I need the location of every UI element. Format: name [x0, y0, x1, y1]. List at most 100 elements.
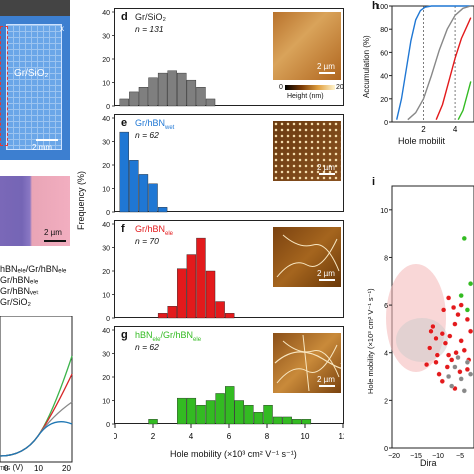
histogram-bars-d: 0 10 20 30 40	[102, 10, 216, 111]
scatter-point	[458, 338, 464, 344]
sample-name-g: hBNele/Gr/hBNele	[135, 330, 201, 343]
sample-name-main: Gr/SiO₂	[135, 12, 166, 22]
transfer-curve	[0, 401, 73, 457]
scatter-point	[461, 235, 467, 241]
scatter-point	[468, 281, 474, 287]
acc-x-tick: 2	[421, 125, 426, 134]
hist-y-tick: 10	[102, 187, 110, 194]
substrate-top-strip	[0, 0, 70, 16]
transfer-curve	[0, 355, 73, 457]
histogram-panel-f: f Gr/hBNele n = 70 2 µm 0 10 20 30 40	[102, 220, 344, 323]
histogram-bar	[167, 70, 177, 107]
sample-count-d: n = 131	[135, 24, 164, 34]
x-tick-10: 10	[34, 464, 43, 473]
scatter-point	[436, 371, 442, 377]
scatter-point	[451, 304, 457, 311]
device-array	[6, 24, 62, 150]
left-xlabel: TBG (V)	[0, 463, 23, 472]
scatter-point	[458, 376, 464, 382]
hist-x-tick: 6	[227, 432, 232, 441]
hist-y-tick: 30	[102, 246, 110, 253]
scatter-point	[461, 347, 467, 353]
sample-count-f: n = 70	[135, 236, 159, 246]
histogram-bar	[225, 386, 235, 425]
scatter-point	[458, 293, 464, 299]
scatter-y-tick: 10	[380, 208, 388, 215]
colorbar-min: 0	[279, 84, 283, 91]
scatter-point	[464, 307, 470, 313]
scatter-point	[455, 354, 461, 361]
colorbar-label: Height (nm)	[287, 93, 324, 100]
hist-y-tick: 30	[102, 352, 110, 359]
sample-name-second: /Gr/hBN	[160, 330, 194, 340]
scatter-point	[424, 362, 430, 368]
histogram-bar	[119, 98, 129, 107]
panel-letter-f: f	[121, 223, 125, 235]
mid-scale-bar	[44, 240, 66, 242]
scatter-point	[446, 295, 452, 301]
hist-y-tick: 0	[106, 422, 110, 429]
histogram-bar	[196, 404, 206, 425]
histogram-bar	[272, 416, 283, 425]
hist-y-tick: 20	[102, 163, 110, 170]
histogram-bar	[186, 79, 197, 107]
afm-scale-bar	[319, 279, 335, 281]
panel-letter-h: h	[372, 0, 379, 12]
mid-scale-bar-label: 2 µm	[44, 228, 62, 237]
afm-scale-label: 2 µm	[317, 269, 335, 278]
sample-name-sub: ele	[165, 230, 174, 237]
accumulation-curve	[396, 5, 471, 120]
histogram-bar	[205, 400, 216, 425]
scatter-point	[447, 333, 453, 339]
hist-y-tick: 30	[102, 140, 110, 147]
transfer-curve-plot: 0 10 20	[0, 316, 73, 473]
scatter-x-tick: −20	[388, 453, 400, 460]
scatter-point	[453, 350, 459, 356]
histogram-bar	[215, 393, 225, 425]
sample-name-sub2: ele	[193, 336, 202, 343]
accumulation-curve	[407, 5, 471, 121]
hist-y-tick: 10	[102, 399, 110, 406]
scatter-x-tick: −5	[456, 453, 464, 460]
height-colorbar	[285, 85, 335, 90]
scatter-y-tick: 4	[384, 351, 388, 358]
scatter-point	[430, 323, 436, 330]
scatter-point	[428, 328, 434, 334]
panel-letter-i: i	[372, 176, 376, 188]
left-xlabel-prefix: TBG	[0, 466, 11, 472]
hist-y-tick: 20	[102, 269, 110, 276]
histogram-bar	[177, 397, 187, 425]
histogram-bar	[119, 131, 129, 213]
acc-y-tick: 0	[384, 120, 388, 127]
scatter-point	[439, 378, 445, 384]
sample-name-d: Gr/SiO₂	[135, 12, 166, 22]
histogram-bar	[157, 72, 168, 107]
hist-x-tick: 12	[339, 432, 344, 441]
histogram-bar	[129, 91, 139, 107]
accumulation-curve	[435, 17, 472, 120]
histogram-bars-f: 0 10 20 30 40	[102, 222, 235, 323]
hist-y-tick: 40	[102, 222, 110, 229]
histogram-bar	[157, 313, 168, 319]
acc-x-tick: 4	[453, 125, 458, 134]
hist-y-tick: 20	[102, 375, 110, 382]
histogram-bar	[177, 72, 187, 107]
histogram-bar	[186, 254, 197, 319]
histogram-bar	[196, 237, 206, 319]
sample-name-e: Gr/hBNwet	[135, 118, 174, 131]
afm-scale-bar	[319, 173, 335, 175]
sample-name-main: Gr/hBN	[135, 118, 166, 128]
acc-y-tick: 80	[380, 27, 388, 34]
scatter-point	[446, 373, 452, 380]
histogram-bar	[215, 301, 225, 319]
transfer-curve	[0, 421, 73, 457]
corner-mark: x	[60, 24, 64, 33]
scatter-axis-label: Hole mobility (×10³ cm² V⁻¹ s⁻¹)	[366, 288, 375, 394]
sample-name-main: Gr/hBN	[135, 224, 166, 234]
histogram-bar	[244, 404, 254, 425]
sample-label: Gr/SiO₂	[14, 68, 49, 79]
afm-image-g	[273, 333, 341, 393]
legend-item-1: hBNₑₗₑ/Gr/hBNₑₗₑ	[0, 264, 67, 274]
panel-letter-d: d	[121, 11, 128, 23]
scatter-point	[458, 302, 464, 308]
